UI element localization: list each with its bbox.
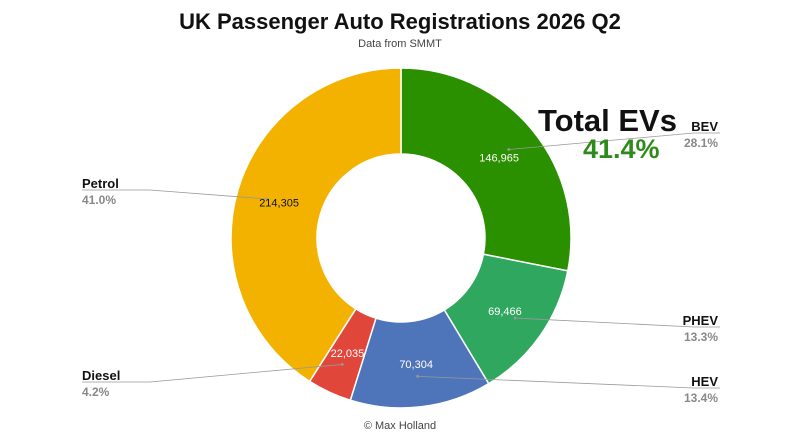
leader-dot-diesel: [340, 363, 344, 366]
legend-percent-hev: 13.4%: [684, 391, 718, 405]
value-label-petrol: 214,305: [259, 197, 299, 209]
total-evs-value: 41.4%: [583, 134, 660, 164]
legend-percent-phev: 13.3%: [684, 330, 718, 344]
total-evs-label: Total EVs: [538, 103, 677, 138]
leader-line-bev: [508, 132, 720, 150]
chart-title: UK Passenger Auto Registrations 2026 Q2: [179, 9, 621, 34]
leader-dot-petrol: [265, 197, 269, 201]
legend-percent-bev: 28.1%: [684, 136, 718, 150]
legend-name-diesel: Diesel: [82, 368, 120, 383]
slice-bev: [400, 67, 572, 272]
legend-name-bev: BEV: [691, 119, 718, 134]
leader-dot-bev: [507, 148, 511, 151]
value-label-bev: 146,965: [479, 152, 519, 164]
value-label-hev: 70,304: [399, 359, 433, 371]
leader-line-hev: [417, 376, 720, 389]
slice-petrol: [230, 67, 402, 383]
legend-percent-diesel: 4.2%: [82, 385, 110, 399]
leader-line-phev: [515, 317, 720, 328]
legend-percent-petrol: 41.0%: [82, 193, 116, 207]
leader-line-diesel: [82, 364, 343, 383]
chart-subtitle: Data from SMMT: [358, 38, 442, 50]
legend-name-hev: HEV: [691, 374, 718, 389]
leader-dot-hev: [416, 375, 420, 378]
legend-name-petrol: Petrol: [82, 176, 119, 191]
leader-line-petrol: [82, 189, 268, 200]
value-label-phev: 69,466: [488, 306, 522, 318]
value-label-diesel: 22,035: [331, 348, 365, 360]
legend-name-phev: PHEV: [683, 313, 719, 328]
credit-text: © Max Holland: [363, 420, 437, 432]
leader-dot-phev: [513, 316, 517, 320]
